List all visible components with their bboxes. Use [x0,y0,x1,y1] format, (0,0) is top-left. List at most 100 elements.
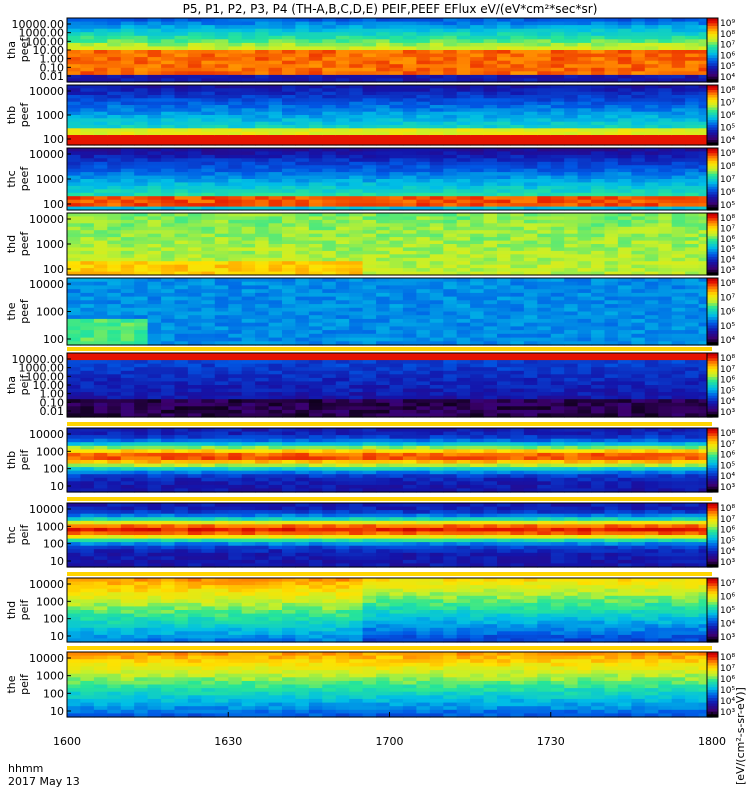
heatmap-cell [389,360,404,365]
heatmap-cell [550,168,565,173]
heatmap-cell [510,105,525,109]
heatmap-cell [362,300,377,305]
heatmap-cell [577,199,592,204]
heatmap-cell [67,330,81,335]
heatmap-cell [187,151,202,156]
heatmap-cell [429,185,444,190]
heatmap-cell [402,203,417,208]
heatmap-cell [389,42,404,48]
heatmap-cell [295,213,310,217]
heatmap-cell [93,151,108,156]
heatmap-cell [120,353,135,358]
heatmap-cell [443,74,458,80]
heatmap-cell [93,39,108,44]
heatmap-cell [376,18,391,23]
heatmap-cell [228,250,243,255]
heatmap-cell [335,154,350,159]
colorbar-segment [707,181,718,185]
heatmap-cell [93,261,108,266]
heatmap-cell [617,175,632,180]
heatmap-cell [295,285,310,290]
heatmap-cell [120,64,135,69]
heatmap-cell [537,148,552,152]
heatmap-cell [644,289,659,294]
heatmap-cell [80,281,95,286]
heatmap-cell [93,199,108,204]
heatmap-cell [671,337,686,342]
heatmap-cell [362,230,377,235]
heatmap-cell [483,57,498,62]
heatmap-cell [644,25,659,30]
heatmap-cell [201,300,216,305]
heatmap-cell [376,154,391,159]
heatmap-cell [147,148,162,152]
colorbar-segment [707,322,718,327]
heatmap-cell [617,304,632,309]
heatmap-cell [228,203,243,208]
heatmap-cell [80,25,95,30]
heatmap-cell [308,98,323,103]
heatmap-cell [282,353,296,358]
heatmap-cell [591,281,606,286]
heatmap-cell [429,32,444,37]
heatmap-cell [389,53,404,58]
heatmap-cell [658,182,673,187]
heatmap-cell [80,135,95,139]
heatmap-cell [322,28,337,33]
heatmap-cell [402,271,417,276]
heatmap-cell [308,32,323,37]
heatmap-cell [510,333,525,339]
heatmap-cell [335,98,350,103]
heatmap-cell [201,67,216,72]
heatmap-cell [107,203,122,208]
colorbar-frame [706,17,719,83]
heatmap-cell [308,189,323,194]
heatmap-cell [564,111,579,116]
heatmap-cell [93,57,108,62]
heatmap-cell [308,240,323,245]
heatmap-cell [483,213,498,217]
heatmap-cell [550,192,565,197]
heatmap-cell [362,370,377,375]
heatmap-cell [120,377,135,383]
heatmap-cell [564,42,579,48]
heatmap-cell [255,154,270,159]
heatmap-cell [93,18,108,23]
heatmap-cell [644,271,659,276]
heatmap-cell [93,95,108,99]
heatmap-cell [228,175,243,180]
heatmap-cell [510,226,525,231]
heatmap-cell [80,46,95,51]
heatmap-cell [134,203,149,208]
heatmap-cell [134,244,149,248]
heatmap-cell [429,141,444,146]
heatmap-cell [349,370,364,375]
heatmap-cell [93,254,108,259]
heatmap-cell [161,268,176,273]
heatmap-cell [308,135,323,139]
y-tick-label: 1000 [36,306,64,319]
heatmap-cell [443,42,458,48]
heatmap-cell [255,268,270,273]
heatmap-cell [67,304,81,309]
heatmap-cell [658,125,673,129]
heatmap-cell [187,399,202,404]
heatmap-cell [335,318,350,324]
heatmap-cell [510,53,525,58]
heatmap-cell [470,39,485,44]
heatmap-cell [685,32,700,37]
heatmap-cell [443,247,458,252]
heatmap-cell [389,281,404,286]
colorbar-segment [707,342,718,346]
heatmap-cell [429,304,444,309]
heatmap-cell [349,196,364,201]
heatmap-cell [389,300,404,305]
heatmap-cell [322,154,337,159]
heatmap-cell [564,74,579,80]
heatmap-cell [107,111,122,116]
heatmap-cell [523,46,538,51]
heatmap-cell [631,85,646,89]
heatmap-cell [93,158,108,163]
heatmap-cell [335,261,350,266]
heatmap-cell [564,18,579,23]
